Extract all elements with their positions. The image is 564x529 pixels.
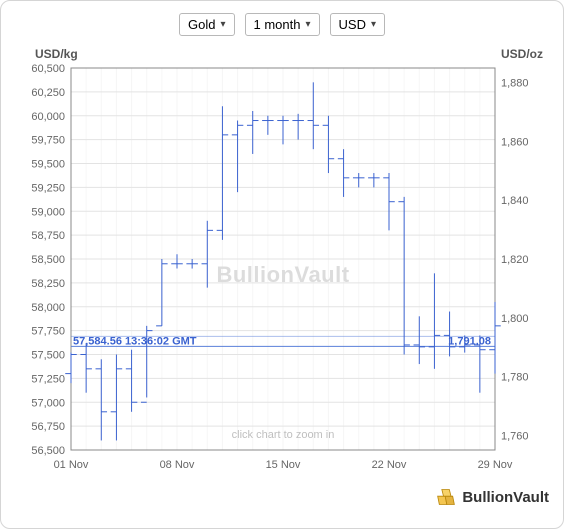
svg-text:29 Nov: 29 Nov bbox=[478, 459, 513, 471]
svg-text:1,860: 1,860 bbox=[501, 136, 529, 148]
currency-select[interactable]: USD ▾ bbox=[330, 13, 385, 36]
metal-value: Gold bbox=[188, 17, 215, 32]
svg-text:57,584.56 13:36:02 GMT: 57,584.56 13:36:02 GMT bbox=[73, 335, 197, 347]
chevron-down-icon: ▾ bbox=[220, 19, 225, 30]
svg-text:60,000: 60,000 bbox=[31, 111, 65, 123]
svg-text:USD/oz: USD/oz bbox=[501, 47, 543, 61]
svg-text:56,750: 56,750 bbox=[31, 421, 65, 433]
brand-logo: BullionVault bbox=[15, 486, 549, 508]
svg-text:1,760: 1,760 bbox=[501, 430, 529, 442]
svg-text:click chart to zoom in: click chart to zoom in bbox=[232, 429, 335, 441]
controls-row: Gold ▾ 1 month ▾ USD ▾ bbox=[15, 13, 549, 36]
chevron-down-icon: ▾ bbox=[305, 19, 310, 30]
svg-text:59,500: 59,500 bbox=[31, 159, 65, 171]
svg-text:59,250: 59,250 bbox=[31, 182, 65, 194]
svg-text:59,000: 59,000 bbox=[31, 206, 65, 218]
metal-select[interactable]: Gold ▾ bbox=[179, 13, 235, 36]
svg-text:1,791.08: 1,791.08 bbox=[448, 335, 491, 347]
svg-text:1,780: 1,780 bbox=[501, 372, 529, 384]
svg-text:58,750: 58,750 bbox=[31, 230, 65, 242]
period-value: 1 month bbox=[254, 17, 301, 32]
svg-text:60,250: 60,250 bbox=[31, 87, 65, 99]
svg-text:01 Nov: 01 Nov bbox=[54, 459, 89, 471]
svg-text:60,500: 60,500 bbox=[31, 63, 65, 75]
gold-bar-icon bbox=[436, 486, 456, 508]
svg-text:USD/kg: USD/kg bbox=[35, 47, 78, 61]
period-select[interactable]: 1 month ▾ bbox=[245, 13, 320, 36]
currency-value: USD bbox=[339, 17, 366, 32]
svg-text:58,500: 58,500 bbox=[31, 254, 65, 266]
svg-text:59,750: 59,750 bbox=[31, 135, 65, 147]
svg-text:56,500: 56,500 bbox=[31, 445, 65, 457]
chart-area[interactable]: USD/kg USD/oz 01 Nov 08 Nov 15 Nov 22 Nov 29 N… bbox=[15, 42, 549, 482]
svg-text:57,500: 57,500 bbox=[31, 350, 65, 362]
svg-text:08 Nov: 08 Nov bbox=[160, 459, 195, 471]
svg-text:58,000: 58,000 bbox=[31, 302, 65, 314]
svg-text:58,250: 58,250 bbox=[31, 278, 65, 290]
svg-text:15 Nov: 15 Nov bbox=[266, 459, 301, 471]
svg-text:1,880: 1,880 bbox=[501, 78, 529, 90]
svg-text:22 Nov: 22 Nov bbox=[372, 459, 407, 471]
svg-text:BullionVault: BullionVault bbox=[216, 262, 349, 287]
price-chart[interactable]: USD/kg USD/oz 01 Nov 08 Nov 15 Nov 22 Nov 29 N… bbox=[15, 42, 551, 482]
svg-text:1,800: 1,800 bbox=[501, 313, 529, 325]
brand-text: BullionVault bbox=[462, 489, 549, 506]
svg-text:1,840: 1,840 bbox=[501, 195, 529, 207]
svg-text:57,000: 57,000 bbox=[31, 397, 65, 409]
chevron-down-icon: ▾ bbox=[371, 19, 376, 30]
svg-text:57,250: 57,250 bbox=[31, 373, 65, 385]
svg-text:1,820: 1,820 bbox=[501, 254, 529, 266]
svg-text:57,750: 57,750 bbox=[31, 326, 65, 338]
